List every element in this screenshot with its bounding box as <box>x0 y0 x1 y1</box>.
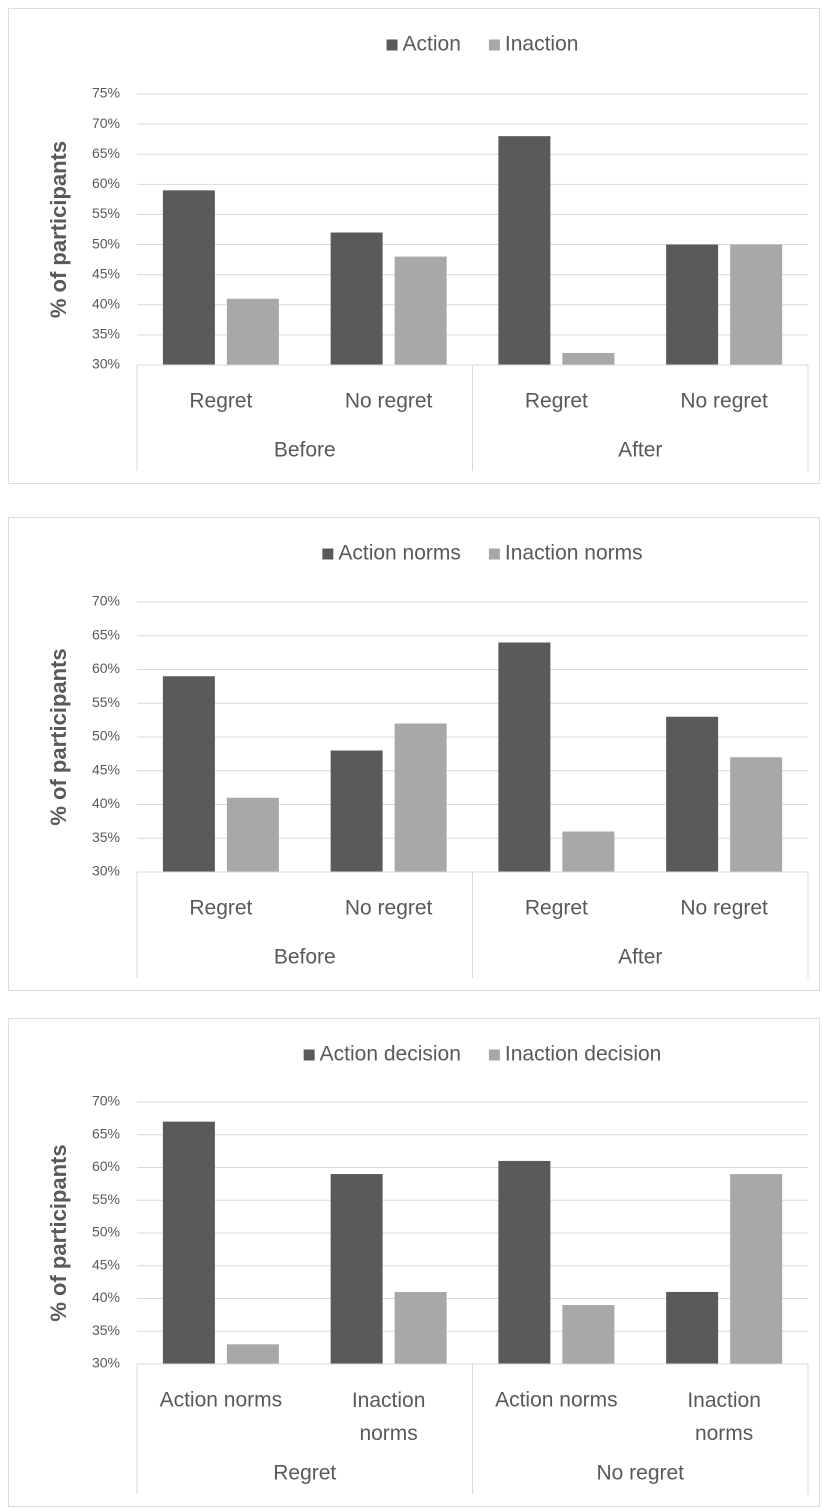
y-tick-label: 35% <box>92 1322 120 1338</box>
label-line: Inaction <box>687 1389 761 1412</box>
panel-border <box>8 517 820 991</box>
bar <box>730 757 783 872</box>
chart-panel: 30% 35% 40% 45% 50% 55% 60% 65% 70% % of particip… <box>8 1018 820 1507</box>
chart-panel: 30% 35% 40% 45% 50% 55% 60% 65% 70% 75% % of parti… <box>8 8 820 484</box>
bar <box>666 1291 719 1364</box>
bar <box>498 642 551 872</box>
y-tick-label: 75% <box>92 85 120 101</box>
y-tick-label: 60% <box>92 175 120 191</box>
bar <box>562 352 615 365</box>
legend-label: Inaction decision <box>505 1043 661 1066</box>
y-tick-label: 50% <box>92 1224 120 1240</box>
label-line: Inaction <box>352 1389 426 1412</box>
label-line: norms <box>359 1422 417 1445</box>
x-tick-label: Regret <box>189 897 252 920</box>
y-tick-label: 35% <box>92 829 120 845</box>
bar <box>162 676 215 872</box>
y-tick-label: 30% <box>92 1355 120 1371</box>
bar <box>226 298 279 365</box>
y-tick-label: 45% <box>92 761 120 777</box>
group-label: Before <box>274 946 336 969</box>
y-tick-label: 40% <box>92 795 120 811</box>
y-tick-label: 50% <box>92 235 120 251</box>
y-tick-label: 70% <box>92 1093 120 1109</box>
y-tick-label: 30% <box>92 356 120 372</box>
y-tick-label: 60% <box>92 1158 120 1174</box>
group-label: After <box>618 946 662 969</box>
bar <box>730 244 783 365</box>
x-tick-label: No regret <box>680 390 768 413</box>
bar <box>666 244 719 365</box>
x-tick-label: Regret <box>525 897 588 920</box>
y-tick-label: 50% <box>92 728 120 744</box>
y-tick-label: 55% <box>92 205 120 221</box>
group-label: After <box>618 439 662 462</box>
y-tick-label: 45% <box>92 1256 120 1272</box>
y-axis-title: % of participants <box>46 141 71 318</box>
panel-border <box>8 1018 820 1507</box>
bar <box>394 1291 447 1364</box>
bar <box>562 831 615 872</box>
bar <box>498 1160 551 1364</box>
bar <box>394 723 447 872</box>
bar <box>330 232 383 365</box>
bar <box>666 716 719 872</box>
legend-label: Action norms <box>338 542 461 565</box>
bar <box>394 256 447 365</box>
x-tick-label: Regret <box>525 390 588 413</box>
group-label: Regret <box>273 1462 336 1485</box>
bar <box>162 1121 215 1364</box>
y-tick-label: 35% <box>92 326 120 342</box>
y-tick-label: 60% <box>92 660 120 676</box>
y-tick-label: 70% <box>92 593 120 609</box>
y-tick-label: 30% <box>92 863 120 879</box>
x-tick-label: No regret <box>345 390 433 413</box>
y-axis-title: % of participants <box>46 648 71 825</box>
y-tick-label: 40% <box>92 295 120 311</box>
x-tick-label: Inaction norms <box>352 1389 426 1445</box>
y-axis-title: % of participants <box>46 1144 71 1321</box>
bar <box>330 750 383 872</box>
y-tick-label: 45% <box>92 265 120 281</box>
legend-swatch <box>488 548 500 560</box>
x-tick-label: Inaction norms <box>687 1389 761 1445</box>
legend-swatch <box>386 39 398 51</box>
bar <box>226 1344 279 1364</box>
bar <box>162 190 215 365</box>
legend-label: Action <box>403 33 461 56</box>
y-tick-label: 40% <box>92 1289 120 1305</box>
bar <box>226 797 279 872</box>
bar <box>498 136 551 365</box>
y-tick-label: 70% <box>92 115 120 131</box>
group-label: No regret <box>596 1462 684 1485</box>
x-tick-label: Action norms <box>495 1389 618 1412</box>
y-tick-label: 65% <box>92 145 120 161</box>
legend-swatch <box>303 1049 315 1061</box>
bar <box>730 1174 783 1364</box>
legend-label: Inaction <box>505 33 579 56</box>
x-tick-label: No regret <box>680 897 768 920</box>
y-tick-label: 55% <box>92 1191 120 1207</box>
x-tick-label: Regret <box>189 390 252 413</box>
x-tick-label: No regret <box>345 897 433 920</box>
legend-label: Inaction norms <box>505 542 643 565</box>
y-tick-label: 55% <box>92 694 120 710</box>
panel-border <box>8 8 820 484</box>
legend-swatch <box>488 39 500 51</box>
chart-panel: 30% 35% 40% 45% 50% 55% 60% 65% 70% % of particip… <box>8 517 820 991</box>
legend-swatch <box>322 548 334 560</box>
legend-label: Action decision <box>320 1043 461 1066</box>
bar <box>330 1174 383 1364</box>
legend-swatch <box>488 1049 500 1061</box>
y-tick-label: 65% <box>92 1125 120 1141</box>
y-tick-label: 65% <box>92 626 120 642</box>
label-line: norms <box>695 1422 753 1445</box>
bar <box>562 1305 615 1364</box>
group-label: Before <box>274 439 336 462</box>
x-tick-label: Action norms <box>160 1389 283 1412</box>
